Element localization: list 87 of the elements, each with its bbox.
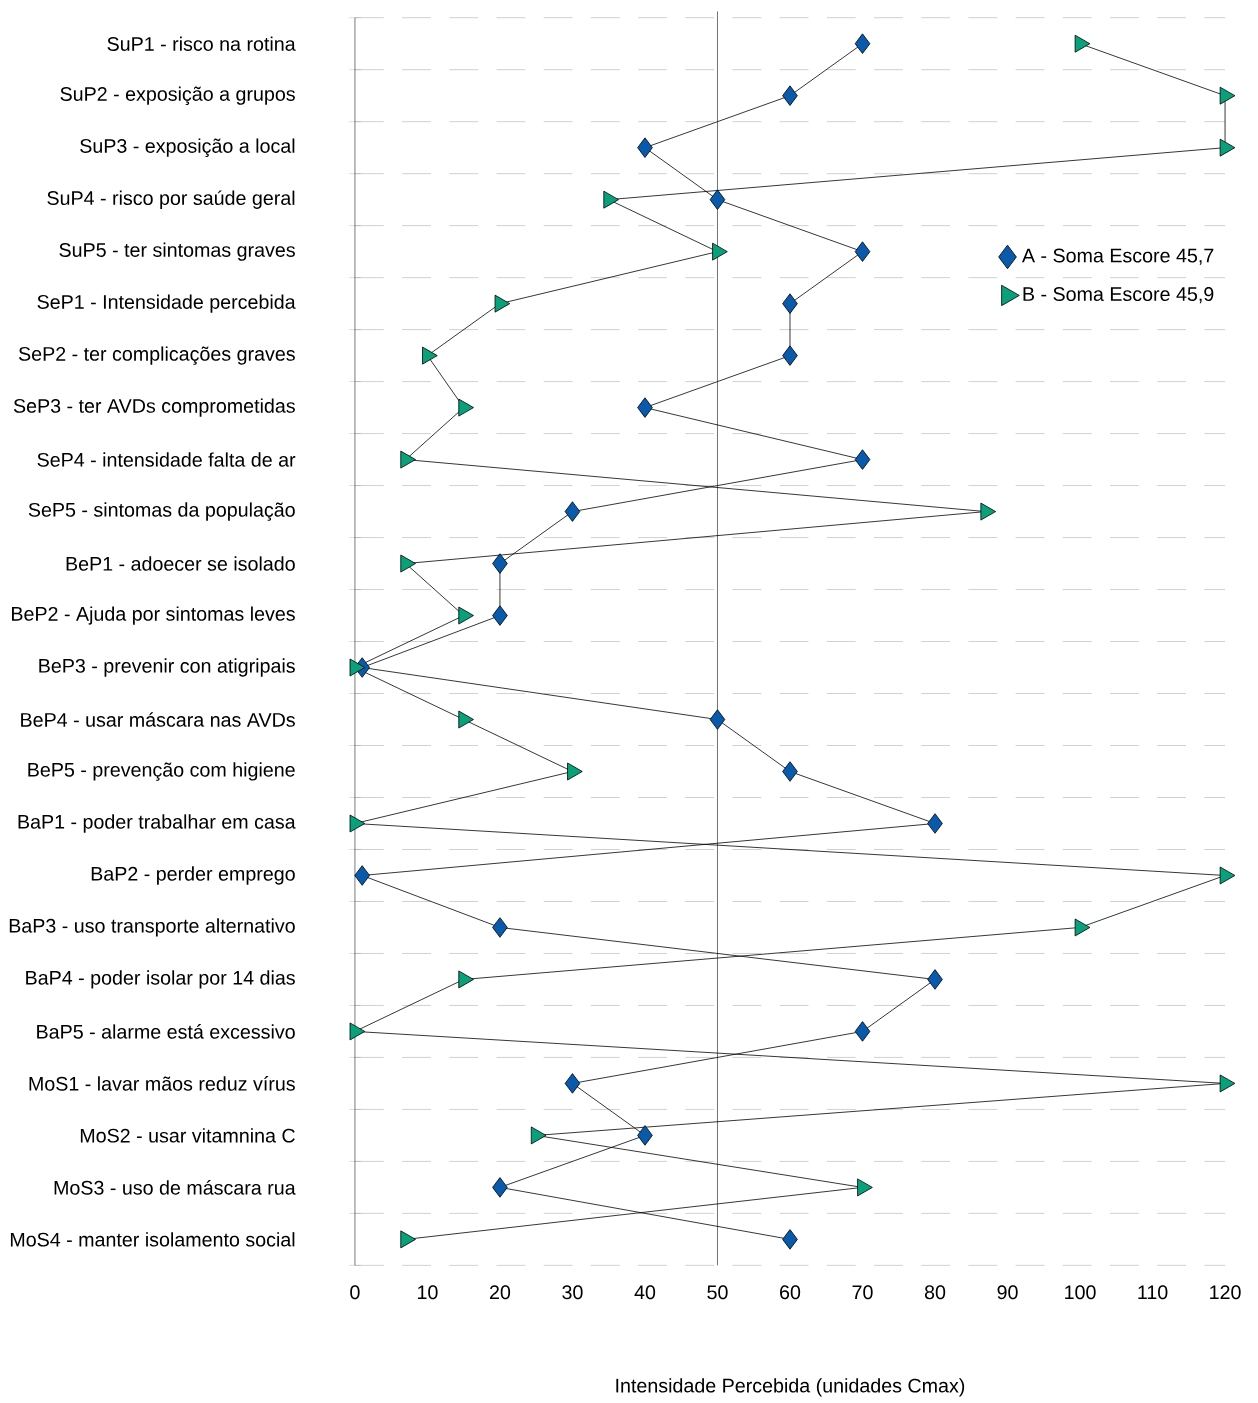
x-tick-label: 60 <box>779 1285 800 1300</box>
point <box>1074 918 1091 937</box>
y-tick-label: BeP4 - usar máscara nas AVDs <box>20 712 295 727</box>
point <box>1219 86 1236 105</box>
x-tick-label: 30 <box>562 1285 583 1300</box>
y-tick-label: BeP5 - prevenção com higiene <box>28 762 295 781</box>
y-tick-label: BeP2 - Ajuda por sintomas leves <box>11 606 295 625</box>
legend-label: B - Soma Escore 45,9 <box>1023 287 1214 304</box>
point <box>711 242 728 261</box>
x-tick-label: 10 <box>417 1285 438 1300</box>
point <box>1219 138 1236 157</box>
y-tick-label: BeP3 - prevenir con atigripais <box>39 658 295 677</box>
point <box>421 346 438 365</box>
x-tick-label: 20 <box>489 1285 510 1300</box>
y-tick-label: SuP4 - risco por saúde geral <box>47 190 295 209</box>
y-tick-label: BaP2 - perder emprego <box>91 866 295 885</box>
point <box>854 241 871 262</box>
point <box>458 710 474 729</box>
point <box>1074 34 1091 53</box>
point <box>636 137 653 158</box>
x-tick-label: 50 <box>707 1285 728 1300</box>
point <box>636 1125 653 1146</box>
y-tick-label: BaP1 - poder trabalhar em casa <box>18 814 296 833</box>
point <box>854 449 871 470</box>
point <box>349 658 365 677</box>
point <box>530 1126 547 1145</box>
point <box>856 1178 873 1197</box>
y-tick-label: BaP4 - poder isolar por 14 dias <box>25 970 295 989</box>
point <box>349 814 365 833</box>
point <box>927 969 943 990</box>
x-tick-label: 70 <box>852 1285 873 1300</box>
point <box>636 397 653 418</box>
point <box>709 709 726 730</box>
point <box>400 554 416 573</box>
y-tick-label: BeP1 - adoecer se isolado <box>66 556 295 571</box>
y-tick-label: SuP1 - risco na rotina <box>107 36 296 51</box>
y-tick-label: SuP5 - ter sintomas graves <box>59 242 295 261</box>
point <box>854 33 871 54</box>
point <box>491 917 508 938</box>
y-tick-label: MoS4 - manter isolamento social <box>10 1232 295 1247</box>
point <box>781 345 798 366</box>
point <box>400 450 416 469</box>
point <box>400 1230 416 1249</box>
x-tick-label: 100 <box>1064 1285 1096 1300</box>
point <box>781 85 798 106</box>
point <box>709 189 726 210</box>
x-tick-label: 90 <box>997 1285 1018 1300</box>
y-tick-label: SeP1 - Intensidade percebida <box>37 294 296 313</box>
point <box>349 1022 365 1041</box>
point <box>458 970 474 989</box>
point <box>354 865 370 886</box>
y-tick-label: BaP3 - uso transporte alternativo <box>9 918 295 937</box>
x-tick-label: 80 <box>924 1285 945 1300</box>
point <box>458 398 474 417</box>
x-axis-title: Intensidade Percebida (unidades Cmax) <box>616 1378 964 1397</box>
point <box>781 293 798 314</box>
y-tick-label: SeP5 - sintomas da população <box>28 502 295 521</box>
point <box>781 761 798 782</box>
point <box>491 605 508 626</box>
y-tick-label: SeP4 - intensidade falta de ar <box>37 452 296 467</box>
point <box>491 1177 508 1198</box>
y-tick-label: BaP5 - alarme está excessivo <box>36 1024 295 1039</box>
point <box>1219 866 1236 885</box>
x-tick-label: 40 <box>634 1285 655 1300</box>
point <box>980 502 996 521</box>
y-tick-label: SeP3 - ter AVDs comprometidas <box>13 398 295 417</box>
y-tick-label: MoS3 - uso de máscara rua <box>54 1180 296 1195</box>
point <box>458 606 474 625</box>
y-tick-label: MoS2 - usar vitamnina C <box>80 1128 295 1143</box>
point <box>1219 1074 1236 1093</box>
point <box>603 190 619 209</box>
point <box>564 501 580 522</box>
y-tick-label: SuP3 - exposição a local <box>79 138 295 157</box>
point <box>927 813 943 834</box>
x-tick-label: 110 <box>1138 1285 1168 1300</box>
y-tick-label: SeP2 - ter complicações graves <box>18 346 295 365</box>
point <box>491 553 508 574</box>
y-tick-label: MoS1 - lavar mãos reduz vírus <box>29 1076 295 1091</box>
y-tick-label: SuP2 - exposição a grupos <box>60 86 295 105</box>
point <box>781 1229 798 1250</box>
point <box>564 1073 580 1094</box>
point <box>854 1021 871 1042</box>
point <box>494 294 510 313</box>
legend-label: A - Soma Escore 45,7 <box>1021 248 1214 265</box>
point <box>566 762 583 781</box>
x-tick-label: 0 <box>349 1285 360 1300</box>
x-tick-label: 120 <box>1209 1285 1241 1300</box>
